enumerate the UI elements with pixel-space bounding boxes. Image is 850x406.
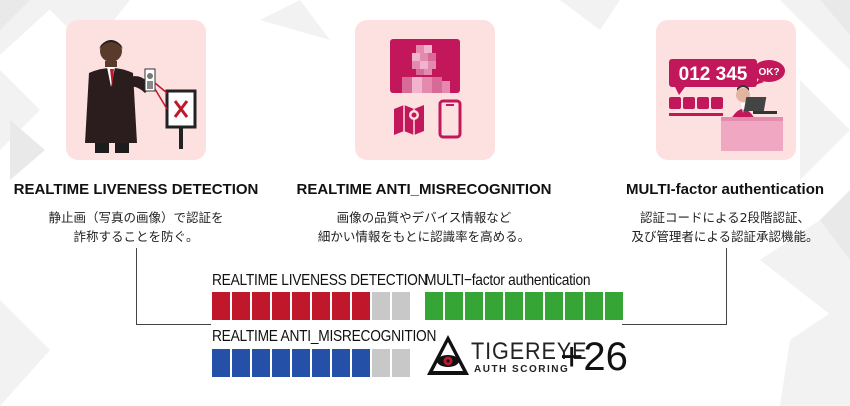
- bar-segment-filled: [272, 292, 290, 320]
- bar-segment-filled: [565, 292, 583, 320]
- svg-text:012 345: 012 345: [679, 64, 748, 85]
- bar-segment-filled: [312, 349, 330, 377]
- bar-segment-filled: [272, 349, 290, 377]
- feature-title-misrecognition: REALTIME ANTI_MISRECOGNITION: [296, 181, 552, 198]
- svg-text:OK?: OK?: [758, 67, 779, 78]
- bar-label-liveness: REALTIME LIVENESS DETECTION: [212, 272, 428, 289]
- score-value: +26: [560, 335, 628, 379]
- bar-segment-filled: [425, 292, 443, 320]
- liveness-illustration-card: [66, 20, 206, 160]
- bar-label-misrecognition: REALTIME ANTI_MISRECOGNITION: [212, 328, 437, 345]
- bar-segment-filled: [212, 349, 230, 377]
- bar-segment-filled: [605, 292, 623, 320]
- tigereye-logo-subtitle: AUTH SCORING: [474, 364, 570, 375]
- bar-segment-filled: [292, 349, 310, 377]
- bar-segment-filled: [352, 292, 370, 320]
- tigereye-logo-text: TIGEREYE: [471, 338, 588, 365]
- bar-segment-empty: [392, 349, 410, 377]
- map-icon: [394, 105, 424, 135]
- feature-title-multifactor: MULTI-factor authentication: [625, 181, 825, 198]
- connector-line-right: [622, 248, 727, 325]
- bar-segment-filled: [212, 292, 230, 320]
- bar-segment-filled: [525, 292, 543, 320]
- misrecognition-illustration-card: [355, 20, 495, 160]
- bar-segment-filled: [312, 292, 330, 320]
- tigereye-logo-icon: [427, 335, 469, 375]
- bar-segment-filled: [585, 292, 603, 320]
- multifactor-illustration-card: 012 345 OK?: [656, 20, 796, 160]
- otp-admin-icon: 012 345 OK?: [669, 59, 785, 151]
- bar-liveness: [212, 292, 410, 320]
- smartphone-icon: [438, 99, 462, 139]
- bar-segment-filled: [352, 349, 370, 377]
- bar-segment-filled: [505, 292, 523, 320]
- spoofing-person-icon: [85, 40, 197, 153]
- bar-label-multifactor: MULTI−factor authentication: [425, 272, 591, 289]
- feature-desc-liveness: 静止画（写真の画像）で認証を 詐称することを防ぐ。: [48, 210, 224, 244]
- bar-segment-filled: [292, 292, 310, 320]
- bar-segment-filled: [332, 349, 350, 377]
- bar-segment-filled: [545, 292, 563, 320]
- feature-desc-multifactor: 認証コードによる2段階認証、 及び管理者による認証承認機能。: [631, 210, 819, 244]
- bar-segment-filled: [465, 292, 483, 320]
- connector-line-left: [136, 248, 211, 325]
- pixelated-face-icon: [390, 39, 462, 139]
- bar-segment-filled: [332, 292, 350, 320]
- bar-segment-filled: [232, 349, 250, 377]
- feature-desc-misrecognition: 画像の品質やデバイス情報など 細かい情報をもとに認識率を高める。: [317, 210, 531, 244]
- bar-segment-filled: [232, 292, 250, 320]
- bar-multifactor: [425, 292, 623, 320]
- bar-segment-filled: [485, 292, 503, 320]
- bar-segment-empty: [372, 292, 390, 320]
- bar-segment-empty: [372, 349, 390, 377]
- bar-segment-filled: [252, 349, 270, 377]
- bar-misrecognition: [212, 349, 410, 377]
- bar-segment-filled: [445, 292, 463, 320]
- bar-segment-filled: [252, 292, 270, 320]
- feature-title-liveness: REALTIME LIVENESS DETECTION: [13, 181, 259, 198]
- bar-segment-empty: [392, 292, 410, 320]
